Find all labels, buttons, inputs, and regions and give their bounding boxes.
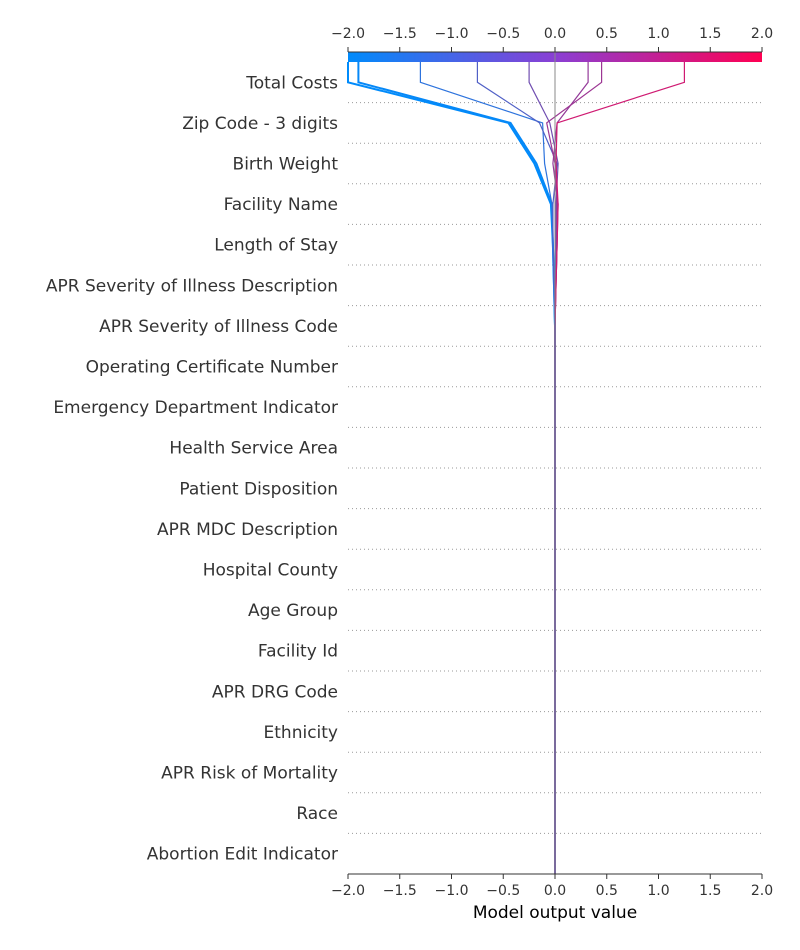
tick-label: 1.5 — [699, 883, 721, 899]
feature-label: Age Group — [248, 601, 338, 621]
tick-label: −2.0 — [331, 883, 365, 899]
feature-label: Hospital County — [203, 561, 338, 581]
feature-label: APR MDC Description — [157, 520, 338, 540]
tick-label: −1.0 — [435, 883, 469, 899]
feature-label: Birth Weight — [233, 155, 339, 175]
tick-label: −0.5 — [486, 883, 520, 899]
feature-label: APR Severity of Illness Description — [46, 276, 338, 296]
feature-labels: Total Costs Zip Code - 3 digits Birth Weig… — [46, 73, 338, 864]
tick-label: −2.0 — [331, 26, 365, 42]
tick-label: 1.0 — [647, 883, 669, 899]
tick-label: 0.5 — [596, 883, 618, 899]
feature-label: APR Severity of Illness Code — [99, 317, 338, 337]
feature-label: APR DRG Code — [212, 682, 338, 702]
feature-label: Operating Certificate Number — [86, 358, 338, 378]
decision-path-0 — [347, 62, 556, 874]
feature-label: APR Risk of Mortality — [161, 764, 338, 784]
feature-label: Patient Disposition — [179, 479, 338, 499]
tick-label: 0.5 — [596, 26, 618, 42]
tick-label: 0.0 — [544, 883, 566, 899]
tick-label: −0.5 — [486, 26, 520, 42]
row-gridlines — [348, 102, 762, 834]
feature-label: Facility Name — [224, 195, 338, 215]
feature-label: Health Service Area — [169, 439, 338, 459]
tick-label: −1.5 — [383, 883, 417, 899]
x-axis-title: Model output value — [473, 903, 637, 923]
bottom-x-axis: −2.0 −1.5 −1.0 −0.5 0.0 0.5 1.0 1.5 2.0 — [331, 873, 773, 899]
feature-label: Abortion Edit Indicator — [147, 845, 338, 865]
tick-label: −1.0 — [435, 26, 469, 42]
tick-label: −1.5 — [383, 26, 417, 42]
feature-label: Race — [296, 804, 338, 824]
feature-label: Zip Code - 3 digits — [182, 114, 338, 134]
feature-label: Ethnicity — [264, 723, 338, 743]
tick-label: 2.0 — [751, 26, 773, 42]
tick-label: 1.0 — [647, 26, 669, 42]
tick-label: 2.0 — [751, 883, 773, 899]
feature-label: Length of Stay — [214, 236, 338, 256]
feature-label: Total Costs — [245, 73, 338, 93]
tick-label: 0.0 — [544, 26, 566, 42]
feature-label: Facility Id — [258, 642, 338, 662]
top-x-axis: −2.0 −1.5 −1.0 −0.5 0.0 0.5 1.0 1.5 2.0 — [331, 26, 773, 53]
tick-label: 1.5 — [699, 26, 721, 42]
feature-label: Emergency Department Indicator — [53, 398, 338, 418]
decision-path-5 — [552, 62, 589, 874]
